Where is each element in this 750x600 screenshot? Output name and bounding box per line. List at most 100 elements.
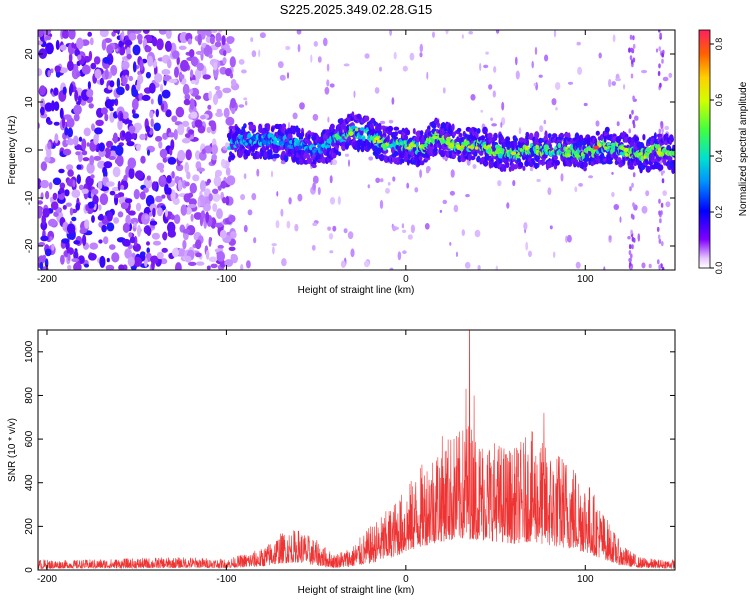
heatmap-cell xyxy=(93,56,101,65)
heatmap-cell xyxy=(164,40,172,52)
heatmap-cell xyxy=(66,164,74,171)
heatmap-cell xyxy=(98,142,106,152)
heatmap-cell xyxy=(60,254,65,265)
heatmap-cell xyxy=(598,52,602,59)
heatmap-cell xyxy=(641,205,648,214)
heatmap-cell xyxy=(42,208,50,218)
heatmap-cell xyxy=(312,222,318,227)
heatmap-cell xyxy=(189,98,195,110)
heatmap-cell xyxy=(111,252,120,263)
heatmap-cell xyxy=(174,66,179,78)
heatmap-cell xyxy=(54,65,61,73)
heatmap-cell xyxy=(555,107,558,111)
heatmap-cell xyxy=(629,114,632,120)
heatmap-cell xyxy=(414,187,419,193)
heatmap-cell xyxy=(116,77,121,89)
heatmap-cell xyxy=(597,143,602,148)
heatmap-cell xyxy=(124,248,132,259)
heatmap-cell xyxy=(662,148,668,153)
heatmap-cell xyxy=(201,148,206,155)
heatmap-cell xyxy=(464,261,471,269)
y-tick-label: 1000 xyxy=(24,340,35,363)
heatmap-cell xyxy=(167,157,177,165)
heatmap-cell xyxy=(150,118,154,128)
heatmap-cell xyxy=(118,45,126,56)
heatmap-cell xyxy=(151,232,160,240)
heatmap-cell xyxy=(106,257,110,263)
heatmap-cell xyxy=(66,223,76,234)
heatmap-cell xyxy=(133,221,137,228)
heatmap-cell xyxy=(279,74,286,81)
heatmap-cell xyxy=(171,115,178,123)
heatmap-cell xyxy=(329,175,333,184)
heatmap-cell xyxy=(183,98,191,106)
heatmap-cell xyxy=(238,59,245,65)
heatmap-cell xyxy=(222,87,232,94)
heatmap-cell xyxy=(64,126,69,136)
heatmap-cell xyxy=(119,112,124,121)
heatmap-cell xyxy=(133,256,142,267)
heatmap-cell xyxy=(184,181,190,187)
heatmap-cell xyxy=(189,182,197,194)
heatmap-cell xyxy=(140,155,146,164)
heatmap-cell xyxy=(190,69,194,78)
heatmap-cell xyxy=(551,98,557,106)
heatmap-cell xyxy=(553,154,558,161)
heatmap-cell xyxy=(631,109,634,115)
heatmap-cell xyxy=(47,141,52,150)
heatmap-cell xyxy=(326,63,330,72)
heatmap-cell xyxy=(61,30,70,39)
heatmap-cell xyxy=(637,233,641,242)
heatmap-cell xyxy=(631,182,634,188)
heatmap-cell xyxy=(611,191,615,198)
heatmap-cell xyxy=(375,125,382,132)
heatmap-cell xyxy=(112,132,118,144)
heatmap-cell xyxy=(146,175,151,181)
heatmap-cell xyxy=(101,224,107,233)
heatmap-cell xyxy=(155,195,163,203)
heatmap-cell xyxy=(328,233,334,240)
heatmap-cell xyxy=(230,79,237,87)
heatmap-cell xyxy=(76,72,81,77)
heatmap-cell xyxy=(343,63,350,67)
heatmap-cell xyxy=(353,90,356,99)
heatmap-cell xyxy=(62,86,67,95)
heatmap-cell xyxy=(53,101,60,111)
heatmap-cell xyxy=(229,72,234,79)
heatmap-cell xyxy=(225,195,230,206)
heatmap-cell xyxy=(93,133,99,146)
heatmap-cell xyxy=(648,263,652,269)
heatmap-cell xyxy=(632,95,635,101)
heatmap-cell xyxy=(403,134,409,141)
heatmap-cell xyxy=(480,109,484,113)
heatmap-cell xyxy=(251,50,257,58)
heatmap-cell xyxy=(616,121,620,127)
heatmap-cell xyxy=(630,47,634,53)
heatmap-cell xyxy=(661,266,665,270)
heatmap-cell xyxy=(442,199,448,205)
heatmap-cell xyxy=(376,139,382,144)
heatmap-cell xyxy=(645,159,649,164)
heatmap-cell xyxy=(133,189,140,200)
heatmap-cell xyxy=(122,238,131,247)
heatmap-cell xyxy=(109,190,116,196)
heatmap-cell xyxy=(456,145,462,150)
heatmap-cell xyxy=(88,252,97,261)
heatmap-cell xyxy=(332,152,337,159)
heatmap-cell xyxy=(87,31,92,37)
heatmap-cell xyxy=(173,129,178,141)
heatmap-cell xyxy=(160,176,166,183)
heatmap-cell xyxy=(339,118,344,124)
heatmap-cell xyxy=(240,264,244,270)
heatmap-cell xyxy=(196,62,204,72)
heatmap-cell xyxy=(251,124,256,130)
heatmap-cell xyxy=(182,83,190,96)
heatmap-cell xyxy=(205,35,212,44)
heatmap-cell xyxy=(185,149,192,161)
heatmap-cell xyxy=(367,184,370,189)
heatmap-cell xyxy=(461,229,465,237)
heatmap-cell xyxy=(493,66,497,73)
heatmap-cell xyxy=(132,61,137,73)
heatmap-cell xyxy=(400,158,405,164)
heatmap-cell xyxy=(288,197,292,205)
